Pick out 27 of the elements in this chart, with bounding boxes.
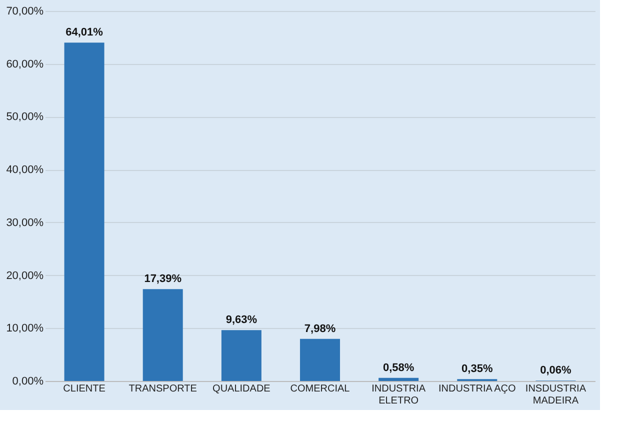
x-tick-label: QUALIDADE bbox=[212, 384, 271, 394]
x-tick-label: CLIENTE bbox=[63, 384, 106, 394]
data-label: 64,01% bbox=[66, 26, 104, 39]
y-tick-label: 10,00% bbox=[6, 322, 44, 335]
data-label: 0,58% bbox=[382, 362, 414, 374]
x-tick-label: TRANSPORTE bbox=[128, 384, 198, 394]
y-tick-label: 20,00% bbox=[6, 270, 44, 282]
x-tick-label: INDUSTRIA ELETRO bbox=[372, 384, 426, 406]
y-tick-label: 50,00% bbox=[6, 111, 44, 124]
y-tick-label: 70,00% bbox=[6, 6, 44, 18]
x-tick-label: INDUSTRIA AÇO bbox=[438, 384, 516, 394]
bar bbox=[64, 42, 104, 381]
x-tick-label: INSDUSTRIA MADEIRA bbox=[525, 384, 586, 406]
data-label: 17,39% bbox=[144, 273, 182, 286]
bar bbox=[378, 378, 419, 381]
x-tick-label: COMERCIAL bbox=[290, 384, 350, 394]
y-tick-label: 40,00% bbox=[6, 164, 44, 176]
bar bbox=[221, 330, 262, 381]
data-label: 0,35% bbox=[462, 363, 493, 376]
y-tick-label: 30,00% bbox=[6, 216, 44, 229]
bar bbox=[300, 338, 340, 381]
data-label: 9,63% bbox=[226, 314, 258, 326]
bar bbox=[142, 289, 183, 381]
y-tick-label: 0,00% bbox=[12, 376, 44, 388]
y-tick-label: 60,00% bbox=[6, 58, 44, 70]
data-label: 0,06% bbox=[540, 364, 572, 377]
data-label: 7,98% bbox=[304, 322, 336, 335]
